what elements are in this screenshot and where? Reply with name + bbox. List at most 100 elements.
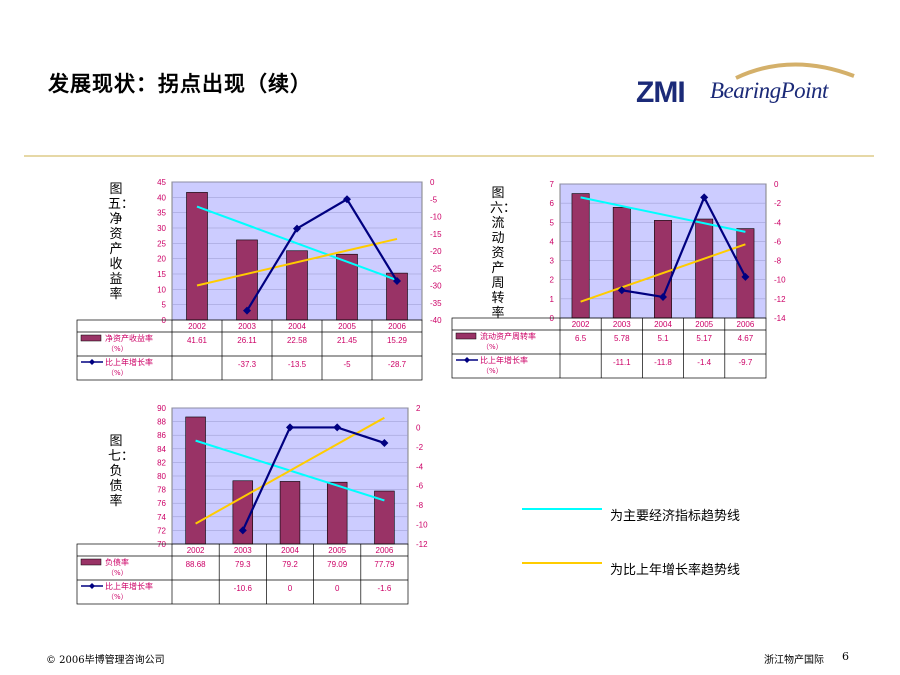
chart7-legend-line-name: 比上年增长率 xyxy=(105,581,153,591)
chart5-y2tick-label: -25 xyxy=(430,264,442,273)
chart6-category-label: 2002 xyxy=(572,320,590,329)
chart5-bar-value-label: 21.45 xyxy=(337,336,358,345)
copyright: © 2006毕博管理咨询公司 xyxy=(46,655,165,666)
chart5-bar-value-label: 15.29 xyxy=(387,336,408,345)
chart7-table-border xyxy=(76,543,409,605)
chart7-y2tick-label: -10 xyxy=(416,521,428,530)
chart6-y2tick-label: -8 xyxy=(774,257,782,266)
chart6-ytick-label: 0 xyxy=(550,314,555,323)
chart7-ytick-label: 84 xyxy=(157,445,166,454)
chart7-legend-bar-name: 负债率 xyxy=(105,557,129,567)
chart6-y2tick-label: -10 xyxy=(774,276,786,285)
chart6-growth-value-label: -11.1 xyxy=(613,358,631,367)
chart6-legend-bar-name: 流动资产周转率 xyxy=(480,331,536,341)
logo-bearingpoint: BearingPoint xyxy=(710,78,828,103)
chart5-ytick-label: 45 xyxy=(157,178,166,187)
header-divider xyxy=(24,155,874,157)
chart6-category-label: 2005 xyxy=(695,320,713,329)
chart6-y2tick-label: -12 xyxy=(774,295,786,304)
chart7-y2tick-label: -6 xyxy=(416,482,424,491)
swoosh-icon xyxy=(735,62,855,80)
chart6-legend-line-unit: （%） xyxy=(482,367,503,375)
chart5-ytick-label: 0 xyxy=(162,316,167,325)
chart6-y2tick-label: 0 xyxy=(774,180,779,189)
chart6-ytick-label: 6 xyxy=(550,199,555,208)
chart5-y2tick-label: 0 xyxy=(430,178,435,187)
chart7-bar xyxy=(232,480,254,545)
chart6-category-label: 2006 xyxy=(737,320,755,329)
chart5-ytick-label: 10 xyxy=(157,285,166,294)
chart5-growth-point xyxy=(343,195,351,204)
chart5-legend-bar-name: 净资产收益率 xyxy=(105,333,153,343)
chart6-bar-value-label: 5.17 xyxy=(696,334,712,343)
chart7-growth-point xyxy=(333,423,342,432)
chart6-y2tick-label: -6 xyxy=(774,237,782,246)
chart6-legend-bar-swatch xyxy=(455,332,477,340)
chart7-growth-line xyxy=(241,426,385,531)
chart7-ytick-label: 88 xyxy=(157,418,166,427)
chart7-bar-value-label: 79.3 xyxy=(235,560,251,569)
chart7-growth-value-label: -10.6 xyxy=(234,584,253,593)
chart5-growth-value-label: -37.3 xyxy=(238,360,257,369)
legend-cyan-text: 为主要经济指标趋势线 xyxy=(610,509,741,524)
chart5-legend-bar-swatch xyxy=(80,334,102,342)
chart7-category-label: 2004 xyxy=(281,546,299,555)
chart5-table-border xyxy=(76,319,423,381)
chart6-legend-line-marker xyxy=(464,357,470,363)
chart7-ytick-label: 76 xyxy=(157,499,166,508)
logo-zmi: ZMI xyxy=(636,76,686,109)
chart7-y2tick-label: -4 xyxy=(416,462,424,471)
chart6-y2tick-label: -4 xyxy=(774,218,782,227)
chart7-ytick-label: 82 xyxy=(157,458,166,467)
chart7-y2tick-label: -8 xyxy=(416,501,424,510)
chart7-category-label: 2002 xyxy=(187,546,205,555)
chart6-bar-value-label: 5.1 xyxy=(657,334,669,343)
chart5-trend-growth xyxy=(196,237,398,287)
chart5-bar-value-label: 26.11 xyxy=(237,336,257,345)
chart6-bar xyxy=(612,207,631,319)
chart5-legend-line-name: 比上年增长率 xyxy=(105,357,153,367)
chart5-ytick-label: 30 xyxy=(157,224,166,233)
chart5-y2tick-label: -40 xyxy=(430,316,442,325)
chart5-y2tick-label: -35 xyxy=(430,299,442,308)
chart7-ytick-label: 80 xyxy=(157,472,166,481)
chart7-y2tick-label: 2 xyxy=(416,404,421,413)
chart7-category-label: 2003 xyxy=(234,546,252,555)
chart5-ytick-label: 20 xyxy=(157,255,166,264)
chart7-growth-value-label: 0 xyxy=(335,584,340,593)
chart5-category-label: 2003 xyxy=(238,322,256,331)
chart5-category-label: 2004 xyxy=(288,322,306,331)
client-name: 浙江物产国际 xyxy=(764,655,824,666)
chart5-ytick-label: 15 xyxy=(157,270,166,279)
chart7-growth-point xyxy=(286,423,294,432)
legend-yellow-text: 为比上年增长率趋势线 xyxy=(610,563,741,578)
chart7-y2tick-label: 0 xyxy=(416,423,421,432)
chart6-legend-line-name: 比上年增长率 xyxy=(480,355,528,365)
chart6-table-border xyxy=(451,317,767,379)
chart7-category-label: 2006 xyxy=(376,546,394,555)
chart5-bar xyxy=(186,192,208,321)
chart5-category-label: 2005 xyxy=(338,322,356,331)
chart7-legend-line-unit: （%） xyxy=(107,593,128,601)
chart6-ytick-label: 2 xyxy=(550,276,555,285)
chart6-bar-value-label: 6.5 xyxy=(575,334,587,343)
chart5-legend-line-marker xyxy=(89,359,95,365)
chart5-growth-line xyxy=(246,197,398,312)
chart7-legend-bar-swatch xyxy=(80,558,102,566)
chart5-growth-point xyxy=(293,224,301,233)
chart7-ytick-label: 86 xyxy=(157,431,166,440)
chart6-growth-line xyxy=(621,194,747,299)
chart6-growth-point xyxy=(700,193,709,202)
chart5-bar-value-label: 22.58 xyxy=(287,336,308,345)
chart5-legend-bar-unit: （%） xyxy=(107,345,128,353)
page-number: 6 xyxy=(842,650,849,663)
chart7-bar-value-label: 88.68 xyxy=(186,560,207,569)
chart6-growth-value-label: -1.4 xyxy=(697,358,711,367)
chart5-ytick-label: 25 xyxy=(157,239,166,248)
chart7-ytick-label: 90 xyxy=(157,404,166,413)
chart5-growth-value-label: -5 xyxy=(343,360,351,369)
company-logo: ZMI BearingPoint xyxy=(636,58,861,110)
chart7-legend-bar-unit: （%） xyxy=(107,569,128,577)
chart5-growth-value-label: -28.7 xyxy=(388,360,407,369)
